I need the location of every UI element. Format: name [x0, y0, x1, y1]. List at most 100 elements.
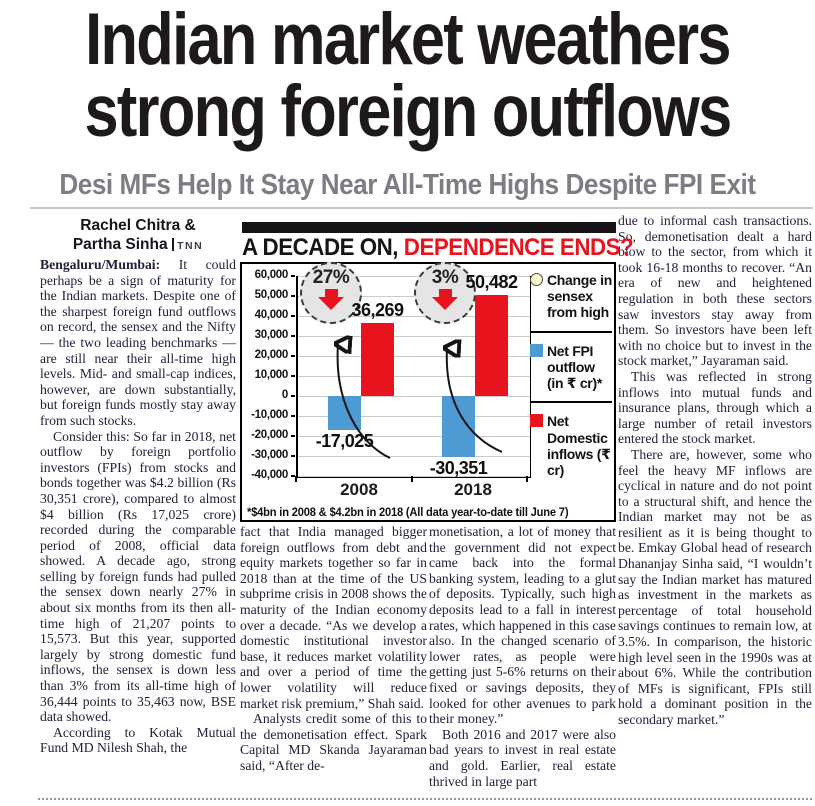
legend-label: Net FPI outflow (in ₹ cr)* — [547, 342, 602, 392]
headline: Indian market weathers strong foreign ou… — [65, 0, 750, 152]
paragraph: due to informal cash transactions. So, d… — [618, 213, 812, 369]
paragraph: Both 2016 and 2017 were also bad years t… — [429, 726, 616, 789]
y-axis-label: 30,000 — [254, 329, 289, 341]
y-axis-tick — [291, 275, 295, 277]
bar-net-domestic-inflows-2008 — [361, 323, 394, 396]
red-down-arrow-icon — [324, 289, 338, 297]
legend-label: Net Domestic inflows (₹ cr) — [547, 413, 611, 479]
red-down-arrow-icon — [432, 297, 458, 310]
byline: Rachel Chitra & Partha Sinha TNN — [40, 216, 236, 255]
x-axis-label-2008: 2008 — [340, 480, 378, 499]
trend-arrows — [298, 276, 503, 459]
y-axis-label: -10,000 — [251, 409, 288, 421]
gridline — [298, 416, 530, 417]
paragraph: Bengaluru/Mumbai: It could perhaps be a … — [40, 257, 236, 428]
paragraph: This was reflected in strong inflows int… — [618, 368, 812, 447]
article-column-1: Bengaluru/Mumbai: It could perhaps be a … — [40, 257, 236, 797]
red-down-arrow-icon — [438, 289, 452, 297]
bottom-dotted-divider — [38, 798, 812, 800]
dateline-lead: Bengaluru/Mumbai: — [40, 257, 161, 272]
x-axis-tick — [411, 476, 413, 482]
value-label-fpi-2018: -30,351 — [429, 457, 488, 478]
x-axis-tick — [526, 476, 528, 482]
gridline — [298, 276, 530, 277]
legend-item-net-domestic-inflows: Net Domestic inflows (₹ cr) — [530, 413, 612, 478]
gridline — [298, 316, 530, 317]
paragraph: According to Kotak Mutual Fund MD Nilesh… — [40, 724, 236, 756]
y-axis-label: 40,000 — [254, 309, 289, 321]
gridline — [298, 456, 530, 457]
legend-item-net-fpi-outflow: Net FPI outflow (in ₹ cr)* — [530, 343, 612, 392]
gridline — [298, 476, 530, 477]
legend-circle-swatch — [530, 273, 543, 286]
value-label-domestic-2008: 36,269 — [351, 300, 404, 321]
y-axis-label: 0 — [281, 389, 288, 401]
gridline — [298, 436, 530, 437]
chart-box: 36,269 50,482 -17,025 -30,351 27% 3% 200… — [240, 262, 616, 522]
chart-legend: Change in sensex from high Net FPI outfl… — [530, 272, 612, 478]
y-axis-label: -40,000 — [251, 469, 288, 481]
x-axis-tick — [295, 476, 297, 482]
bar-net-domestic-inflows-2018 — [475, 295, 508, 396]
y-axis-label: 20,000 — [254, 349, 289, 361]
byline-author-1: Rachel Chitra & — [80, 217, 196, 234]
article-column-3: monetisation, a lot of money that the go… — [429, 524, 616, 800]
paragraph: Analysts credit some of this to the demo… — [240, 711, 427, 773]
annotation-percent-2008: 27% — [312, 267, 350, 288]
y-axis-label: 10,000 — [254, 369, 289, 381]
y-axis-label: 60,000 — [254, 269, 289, 281]
y-axis-tick — [291, 355, 295, 357]
chart-title: A DECADE ON, DEPENDENCE ENDS? — [242, 234, 634, 261]
curve-arrow-2008 — [338, 344, 391, 459]
article-column-2: fact that India managed bigger foreign o… — [240, 524, 427, 800]
y-axis-tick — [291, 295, 295, 297]
annotation-percent-2018: 3% — [431, 267, 459, 288]
chart-plot: 36,269 50,482 -17,025 -30,351 27% 3% — [296, 262, 531, 478]
legend-red-swatch — [530, 414, 543, 428]
paragraph: Consider this: So far in 2018, net outfl… — [40, 428, 236, 725]
chart-title-accent: DEPENDENCE ENDS? — [403, 234, 634, 261]
legend-divider — [530, 330, 612, 333]
paragraph: There are, however, some who feel the he… — [618, 446, 812, 727]
gridline — [298, 356, 530, 357]
gridline — [298, 396, 530, 397]
y-axis-tick — [291, 315, 295, 317]
byline-separator — [171, 238, 175, 252]
paragraph: fact that India managed bigger foreign o… — [240, 524, 427, 711]
red-down-arrow-icon — [318, 297, 344, 310]
chart-card: A DECADE ON, DEPENDENCE ENDS? — [240, 222, 634, 522]
headline-divider — [30, 207, 813, 209]
byline-author-2: Partha Sinha TNN — [72, 236, 204, 254]
legend-blue-swatch — [530, 343, 543, 357]
bar-net-fpi-outflow-2018 — [442, 396, 475, 457]
headline-line1: Indian market weathers — [85, 0, 731, 80]
legend-item-sensex-change: Change in sensex from high — [530, 272, 612, 321]
y-axis-label: -30,000 — [251, 449, 288, 461]
gridline — [298, 376, 530, 377]
sensex-change-annotation-2018: 3% — [414, 262, 476, 324]
y-axis-label: -20,000 — [251, 429, 288, 441]
x-axis-label-2018: 2018 — [454, 480, 492, 499]
y-axis-tick — [291, 455, 295, 457]
chart-top-bar — [242, 222, 616, 233]
y-axis-tick — [291, 415, 295, 417]
y-axis-tick — [291, 335, 295, 337]
y-axis-tick — [291, 475, 295, 477]
gridline — [298, 336, 530, 337]
byline-agency: TNN — [177, 240, 204, 253]
value-label-fpi-2008: -17,025 — [315, 431, 374, 452]
y-axis-tick — [291, 375, 295, 377]
article-column-4: due to informal cash transactions. So, d… — [618, 213, 812, 800]
curve-arrow-2018 — [447, 348, 503, 453]
chart-footnote: *$4bn in 2008 & $4.2bn in 2018 (All data… — [247, 507, 569, 519]
value-label-domestic-2018: 50,482 — [465, 272, 518, 293]
paragraph: monetisation, a lot of money that the go… — [429, 524, 616, 727]
y-axis-tick — [291, 435, 295, 437]
y-axis-label: 50,000 — [254, 289, 289, 301]
headline-line2: strong foreign outflows — [84, 70, 732, 152]
legend-divider — [530, 401, 612, 404]
y-axis-tick — [291, 395, 295, 397]
sub-headline: Desi MFs Help It Stay Near All-Time High… — [59, 169, 756, 201]
sensex-change-annotation-2008: 27% — [300, 262, 362, 324]
